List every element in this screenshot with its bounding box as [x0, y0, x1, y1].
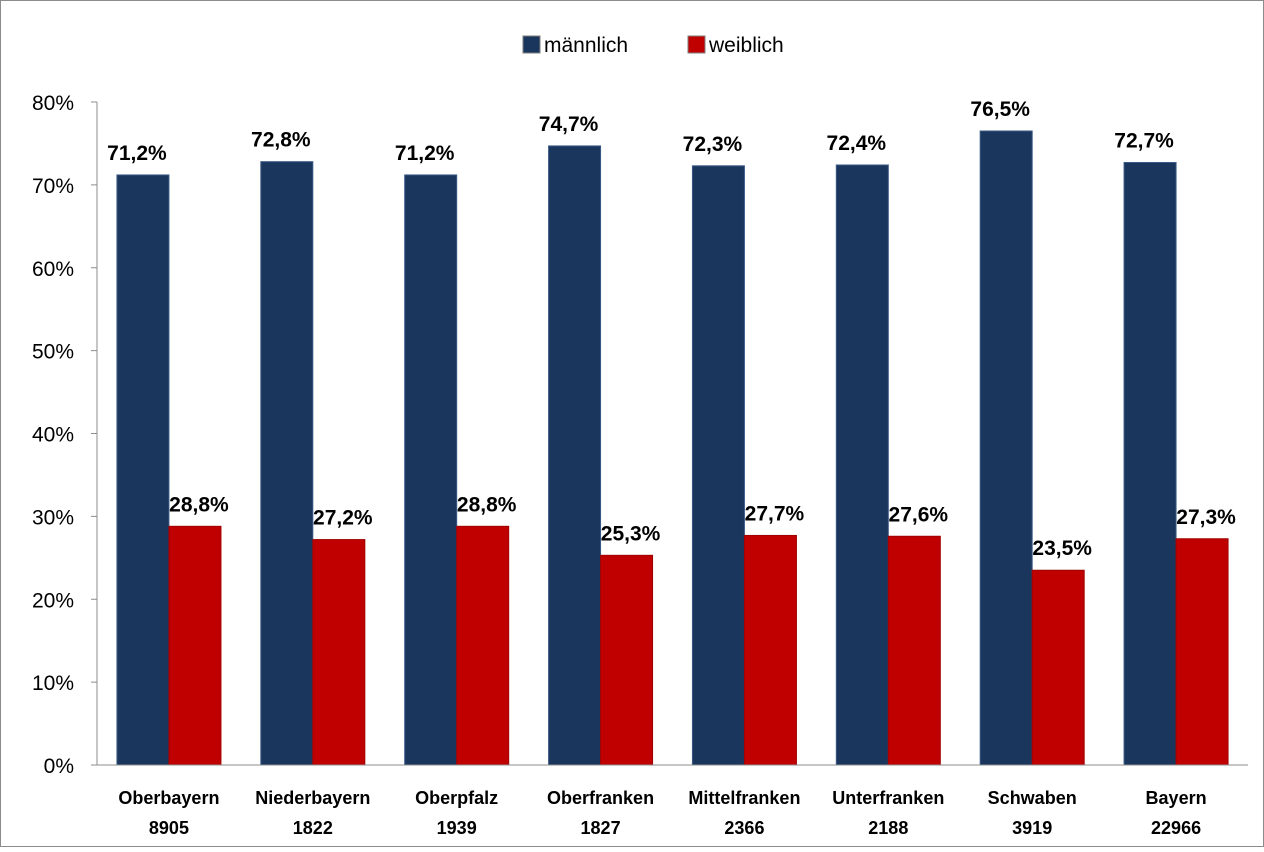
x-tick-count: 1822 [293, 818, 333, 838]
x-tick-count: 2366 [724, 818, 764, 838]
data-label-maennlich: 72,7% [1114, 129, 1174, 152]
x-tick-count: 22966 [1151, 818, 1201, 838]
y-tick-label: 30% [32, 506, 74, 529]
bars [116, 130, 1229, 766]
legend-label-weiblich: weiblich [708, 34, 784, 57]
data-label-weiblich: 28,8% [169, 493, 229, 516]
y-tick-label: 10% [32, 672, 74, 695]
x-tick-label: Mittelfranken [688, 788, 800, 808]
x-tick-label: Oberpfalz [415, 788, 498, 808]
x-tick-label: Schwaben [988, 788, 1077, 808]
x-tick-count: 1827 [581, 818, 621, 838]
data-label-weiblich: 27,6% [889, 503, 949, 526]
bar-maennlich [979, 130, 1033, 766]
bar-maennlich [548, 145, 602, 766]
x-axis: Oberbayern 8905 Niederbayern 1822 Oberpfalz 1… [97, 764, 1248, 838]
x-tick-count: 3919 [1012, 818, 1052, 838]
bar-weiblich [743, 534, 797, 766]
y-tick-label: 40% [32, 424, 74, 447]
data-label-maennlich: 72,8% [251, 129, 311, 152]
data-label-maennlich: 71,2% [395, 142, 455, 165]
bar-weiblich [456, 525, 510, 766]
y-axis: 0% 10% 20% 30% 40% 50% 60% 70% 80% [32, 92, 98, 778]
y-tick-label: 20% [32, 589, 74, 612]
data-label-weiblich: 27,3% [1176, 506, 1236, 529]
data-label-maennlich: 76,5% [970, 98, 1030, 121]
data-label-weiblich: 25,3% [601, 522, 661, 545]
y-tick-label: 60% [32, 258, 74, 281]
bar-maennlich [835, 164, 889, 766]
y-tick-label: 70% [32, 175, 74, 198]
x-tick-label: Unterfranken [832, 788, 944, 808]
bar-weiblich [312, 539, 366, 766]
x-tick-count: 2188 [868, 818, 908, 838]
legend-swatch-maennlich [522, 35, 541, 54]
bar-weiblich [1031, 569, 1085, 766]
bar-maennlich [404, 174, 458, 766]
data-label-weiblich: 28,8% [457, 493, 517, 516]
y-tick-label: 0% [44, 755, 74, 778]
x-tick-label: Oberbayern [118, 788, 219, 808]
y-tick-label: 50% [32, 341, 74, 364]
data-label-maennlich: 74,7% [539, 113, 599, 136]
bar-maennlich [116, 174, 170, 766]
data-label-maennlich: 72,4% [827, 132, 887, 155]
legend-swatch-weiblich [687, 35, 706, 54]
value-labels: 71,2% 28,8% 72,8% 27,2% 71,2% 28,8% 74,7% 25,3%… [107, 98, 1236, 560]
bar-weiblich [887, 535, 941, 766]
bar-maennlich [1123, 161, 1177, 766]
legend-label-maennlich: männlich [544, 34, 628, 57]
x-tick-label: Oberfranken [547, 788, 654, 808]
bar-weiblich [600, 554, 654, 766]
data-label-weiblich: 27,2% [313, 507, 373, 530]
data-label-weiblich: 23,5% [1032, 537, 1092, 560]
data-label-maennlich: 71,2% [107, 142, 167, 165]
x-tick-label: Niederbayern [255, 788, 370, 808]
legend: männlich weiblich [522, 34, 784, 57]
x-tick-count: 1939 [437, 818, 477, 838]
bar-weiblich [1175, 538, 1229, 766]
bar-maennlich [691, 165, 745, 766]
data-label-maennlich: 72,3% [683, 133, 743, 156]
bar-maennlich [260, 161, 314, 766]
y-tick-label: 80% [32, 92, 74, 115]
bar-weiblich [168, 525, 222, 766]
x-tick-label: Bayern [1146, 788, 1207, 808]
data-label-weiblich: 27,7% [745, 502, 805, 525]
x-tick-count: 8905 [149, 818, 189, 838]
